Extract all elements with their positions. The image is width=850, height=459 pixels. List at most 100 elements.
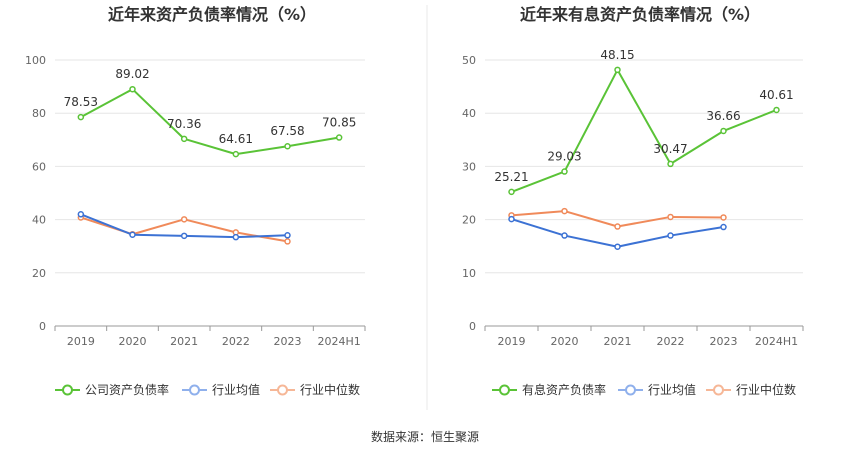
x-tick-label: 2022 (222, 335, 250, 348)
y-tick-label: 20 (462, 214, 476, 227)
data-label: 78.53 (64, 95, 98, 109)
y-tick-label: 30 (462, 160, 476, 173)
data-point[interactable] (561, 207, 568, 215)
data-point[interactable] (720, 214, 727, 221)
series-layer: 78.53 89.02 70.36 64.61 67.58 70.85 (64, 67, 356, 245)
legend-label: 行业均值 (212, 382, 260, 397)
series-line (511, 68, 777, 193)
data-point[interactable] (77, 113, 85, 121)
legend-marker (625, 384, 636, 396)
y-tick-label: 80 (32, 107, 46, 120)
data-point[interactable] (614, 66, 621, 74)
legend: 有息资产负债率 行业均值 行业中位数 (492, 382, 796, 397)
data-point[interactable] (129, 85, 136, 93)
legend-item-company-ratio[interactable]: 公司资产负债率 (55, 382, 169, 397)
series-line (80, 88, 340, 156)
x-tick-label: 2021 (170, 335, 198, 348)
x-axis: 2019 2020 2021 2022 2023 2024H1 (484, 325, 804, 348)
data-label: 30.47 (653, 142, 687, 156)
data-point[interactable] (773, 106, 780, 114)
data-label: 36.66 (706, 109, 740, 123)
data-label: 40.61 (759, 88, 793, 102)
legend-marker (62, 384, 73, 396)
legend-item-industry-median[interactable]: 行业中位数 (270, 382, 360, 397)
y-tick-label: 100 (25, 54, 46, 67)
data-label: 67.58 (270, 124, 304, 138)
data-point[interactable] (335, 134, 343, 141)
legend-item-interest-ratio[interactable]: 有息资产负债率 (492, 382, 606, 397)
data-point[interactable] (180, 135, 188, 143)
data-source-note: 数据来源：恒生聚源 (370, 430, 479, 444)
data-point[interactable] (720, 127, 727, 135)
data-point[interactable] (77, 211, 85, 218)
y-tick-label: 40 (32, 214, 46, 227)
x-tick-label: 2023 (274, 335, 302, 348)
y-tick-label: 60 (32, 160, 46, 173)
data-label: 25.21 (494, 170, 528, 184)
data-point[interactable] (180, 216, 188, 223)
data-point[interactable] (561, 168, 568, 175)
legend: 公司资产负债率 行业均值 行业中位数 (55, 382, 360, 397)
legend-label: 公司资产负债率 (85, 382, 169, 397)
x-tick-label: 2019 (498, 335, 526, 348)
y-tick-label: 0 (39, 320, 46, 333)
data-point[interactable] (284, 238, 291, 245)
legend-label: 行业中位数 (736, 382, 796, 397)
legend-label: 行业中位数 (300, 382, 360, 397)
x-tick-label: 2019 (67, 335, 95, 348)
x-tick-label: 2021 (604, 335, 632, 348)
legend-marker (499, 384, 510, 396)
legend-label: 行业均值 (648, 382, 696, 397)
data-point[interactable] (614, 243, 621, 250)
gridlines (55, 59, 365, 274)
y-tick-label: 10 (462, 267, 476, 280)
chart-title: 近年来资产负债率情况（%） (108, 5, 316, 24)
legend-item-industry-mean[interactable]: 行业均值 (182, 382, 260, 397)
data-label: 29.03 (547, 150, 581, 164)
data-label: 89.02 (115, 67, 149, 81)
data-point[interactable] (232, 233, 240, 241)
legend-marker (713, 384, 724, 396)
data-label: 48.15 (600, 48, 634, 62)
y-tick-label: 50 (462, 54, 476, 67)
data-point[interactable] (561, 232, 568, 239)
legend-item-industry-mean[interactable]: 行业均值 (618, 382, 696, 397)
interest-bearing-debt-ratio-chart: 近年来有息资产负债率情况（%） 0 10 20 30 40 50 2019 2020 2021… (462, 5, 804, 397)
data-point[interactable] (284, 142, 291, 150)
data-point[interactable] (667, 160, 674, 168)
data-point[interactable] (667, 232, 674, 239)
data-point[interactable] (180, 232, 188, 240)
legend-label: 有息资产负债率 (522, 382, 606, 397)
x-tick-label: 2024H1 (318, 335, 361, 348)
y-tick-label: 0 (469, 320, 476, 333)
x-tick-label: 2022 (657, 335, 685, 348)
y-axis: 0 20 40 60 80 100 (25, 54, 46, 333)
data-label: 70.85 (322, 116, 356, 130)
legend-item-industry-median[interactable]: 行业中位数 (706, 382, 796, 397)
x-tick-label: 2023 (710, 335, 738, 348)
legend-marker (189, 384, 200, 396)
x-tick-label: 2020 (119, 335, 147, 348)
data-point[interactable] (667, 213, 674, 221)
x-axis: 2019 2020 2021 2022 2023 2024H1 (54, 325, 366, 348)
legend-marker (277, 384, 288, 396)
data-point[interactable] (232, 150, 240, 158)
y-tick-label: 40 (462, 107, 476, 120)
y-tick-label: 20 (32, 267, 46, 280)
y-axis: 0 10 20 30 40 50 (462, 54, 476, 333)
data-label: 70.36 (167, 117, 201, 131)
data-point[interactable] (129, 231, 136, 239)
chart-title: 近年来有息资产负债率情况（%） (520, 5, 760, 24)
data-point[interactable] (720, 223, 727, 231)
gridlines (485, 59, 803, 274)
data-label: 64.61 (219, 132, 253, 146)
series-layer: 25.21 29.03 48.15 30.47 36.66 40.61 (494, 48, 794, 250)
x-tick-label: 2024H1 (755, 335, 798, 348)
data-point[interactable] (508, 215, 515, 223)
data-point[interactable] (508, 188, 515, 196)
data-point[interactable] (284, 232, 291, 239)
data-point[interactable] (614, 223, 621, 230)
x-tick-label: 2020 (551, 335, 579, 348)
